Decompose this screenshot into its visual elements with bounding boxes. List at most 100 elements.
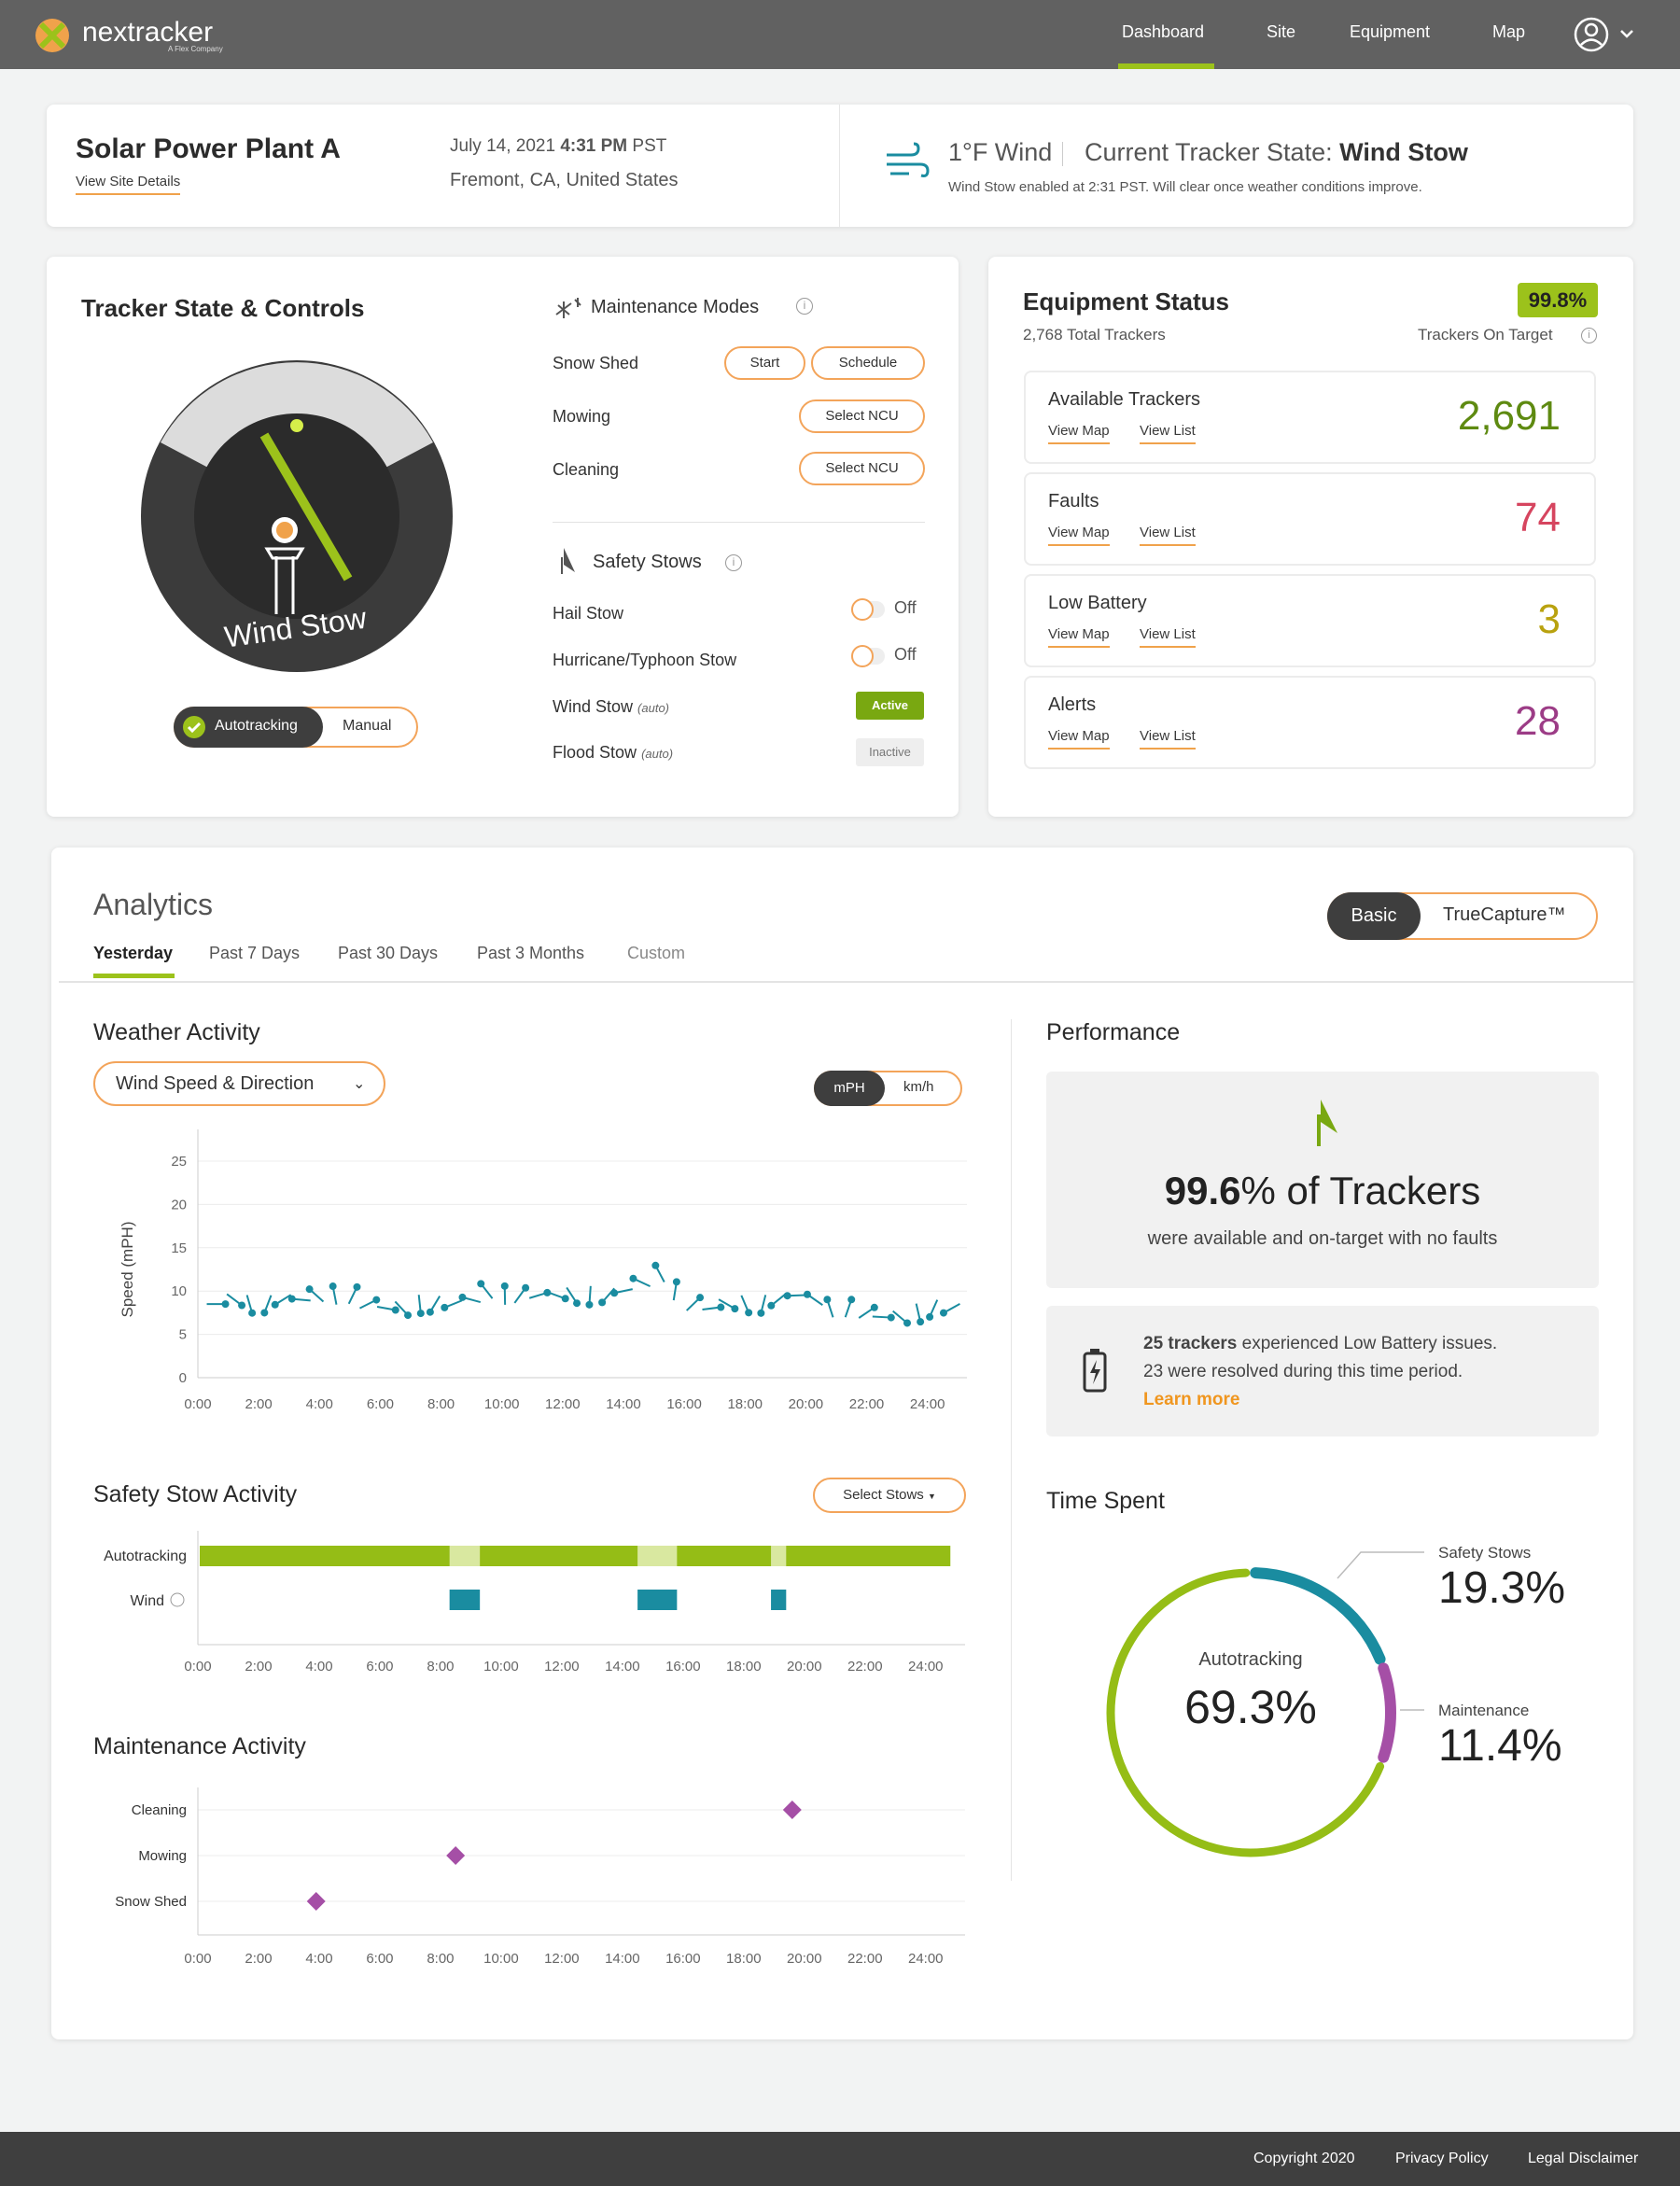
brand-name: nextracker <box>82 17 214 48</box>
legal-disclaimer-link[interactable]: Legal Disclaimer <box>1528 2151 1639 2166</box>
performance-value: 99.6% of Trackers <box>1046 1169 1599 1213</box>
x-tick-label: 6:00 <box>366 1659 393 1675</box>
view-map-link[interactable]: View Map <box>1048 626 1110 648</box>
weather-dropdown[interactable]: Wind Speed & Direction ⌄ <box>93 1061 385 1106</box>
y-tick-label: 10 <box>171 1283 187 1299</box>
x-tick-label: 4:00 <box>306 1396 333 1412</box>
battery-box: 25 trackers experienced Low Battery issu… <box>1046 1306 1599 1436</box>
view-list-link[interactable]: View List <box>1140 728 1196 750</box>
truecapture-button[interactable]: TrueCapture™ <box>1443 904 1566 925</box>
x-tick-label: 16:00 <box>665 1951 701 1967</box>
wind-arrow-point <box>717 1303 725 1311</box>
x-tick-label: 10:00 <box>483 1951 519 1967</box>
x-tick-label: 22:00 <box>847 1951 883 1967</box>
x-tick-label: 24:00 <box>908 1951 944 1967</box>
wind-arrow-point <box>543 1288 552 1296</box>
wind-arrow-point <box>441 1303 449 1311</box>
learn-more-link[interactable]: Learn more <box>1143 1390 1240 1409</box>
basic-button[interactable]: Basic <box>1327 892 1421 940</box>
wind-arrow-point <box>903 1319 912 1327</box>
x-tick-label: 22:00 <box>849 1396 885 1412</box>
copyright: Copyright 2020 <box>1253 2151 1355 2166</box>
tracker-state-line: Current Tracker State: Wind Stow <box>1085 138 1468 167</box>
view-list-link[interactable]: View List <box>1140 525 1196 546</box>
hail-stow-label: Hail Stow <box>553 604 624 623</box>
auto-tag: (auto) <box>641 747 674 761</box>
wind-arrow-point <box>887 1313 895 1322</box>
view-map-link[interactable]: View Map <box>1048 525 1110 546</box>
x-tick-label: 24:00 <box>908 1659 944 1675</box>
brand-sub: A Flex Company <box>168 45 223 53</box>
snow-schedule-button[interactable]: Schedule <box>811 346 925 380</box>
footer: Copyright 2020 Privacy Policy Legal Disc… <box>0 2132 1680 2186</box>
view-map-link[interactable]: View Map <box>1048 423 1110 444</box>
wind-arrow-point <box>416 1310 425 1318</box>
maintenance-marker <box>446 1846 466 1865</box>
top-nav: nextracker A Flex Company Dashboard Site… <box>0 0 1680 69</box>
view-list-link[interactable]: View List <box>1140 626 1196 648</box>
donut-slice-autotracking <box>1106 1568 1385 1857</box>
site-date: July 14, 2021 <box>450 136 556 156</box>
tab-active-indicator <box>93 974 175 978</box>
auto-tag: (auto) <box>637 701 670 715</box>
nav-dashboard[interactable]: Dashboard <box>1122 22 1205 41</box>
battery-line2: 23 were resolved during this time period… <box>1143 1362 1463 1381</box>
weather-chart: 0 5 10 15 20 25 0:00 2:00 4:00 6:00 8:00 10:00 12:00… <box>119 1129 967 1412</box>
y-tick-label: 20 <box>171 1197 187 1212</box>
nav-site[interactable]: Site <box>1267 22 1296 41</box>
tab-past-7-days[interactable]: Past 7 Days <box>209 944 301 962</box>
manual-button[interactable]: Manual <box>343 718 392 734</box>
nav-equipment[interactable]: Equipment <box>1350 22 1431 41</box>
wind-arrow-point <box>696 1294 705 1302</box>
info-icon[interactable]: i <box>1581 328 1597 343</box>
tab-past-30-days[interactable]: Past 30 Days <box>338 944 439 962</box>
x-tick-label: 14:00 <box>606 1396 641 1412</box>
x-tick-label: 18:00 <box>727 1396 763 1412</box>
info-icon[interactable]: i <box>725 554 742 571</box>
tracker-stow-icon <box>561 548 575 574</box>
view-list-link[interactable]: View List <box>1140 423 1196 444</box>
info-icon[interactable]: i <box>796 298 813 315</box>
row-name: Available Trackers <box>1048 389 1201 410</box>
snow-shed-label: Snow Shed <box>553 354 639 372</box>
row-value: 2,691 <box>1457 393 1561 439</box>
snow-start-button[interactable]: Start <box>724 346 805 380</box>
view-site-details-link[interactable]: View Site Details <box>76 174 181 195</box>
pct-sign: % <box>1275 1681 1317 1733</box>
tab-custom[interactable]: Custom <box>627 944 686 962</box>
x-tick-label: 0:00 <box>184 1396 211 1412</box>
cleaning-label: Cleaning <box>553 460 620 479</box>
unit-kmh-button[interactable]: km/h <box>903 1079 934 1095</box>
privacy-policy-link[interactable]: Privacy Policy <box>1395 2151 1489 2166</box>
row-label: Mowing <box>138 1848 187 1864</box>
wind-arrow-point <box>783 1292 791 1300</box>
transition-segment <box>771 1546 787 1566</box>
user-menu-icon[interactable] <box>1573 16 1638 53</box>
total-trackers: 2,768 Total Trackers <box>1023 326 1166 343</box>
divider <box>1062 142 1063 166</box>
select-stows-dropdown[interactable]: Select Stows ▼ <box>813 1478 966 1513</box>
nav-map[interactable]: Map <box>1492 22 1526 41</box>
wind-stow-bar <box>637 1590 678 1610</box>
x-tick-label: 4:00 <box>305 1951 332 1967</box>
chevron-down-icon: ⌄ <box>353 1076 366 1092</box>
wind-arrow-point <box>803 1290 811 1298</box>
y-tick-label: 5 <box>179 1327 187 1343</box>
mowing-select-ncu[interactable]: Select NCU <box>799 399 925 433</box>
x-tick-label: 16:00 <box>665 1659 701 1675</box>
performance-pct: 99.6 <box>1164 1169 1241 1212</box>
wind-reading: 1°F Wind <box>948 138 1053 166</box>
tab-yesterday[interactable]: Yesterday <box>93 944 174 962</box>
auto-value: 69.3 <box>1184 1681 1276 1733</box>
maintenance-activity-title: Maintenance Activity <box>93 1733 306 1759</box>
donut-center-value: 69.3% <box>1097 1680 1405 1734</box>
row-value: 74 <box>1515 495 1561 540</box>
site-datetime: July 14, 2021 4:31 PM PST <box>450 136 666 157</box>
cleaning-select-ncu[interactable]: Select NCU <box>799 452 925 485</box>
wind-arrow-point <box>917 1318 925 1326</box>
tab-past-3-months[interactable]: Past 3 Months <box>477 944 585 962</box>
transition-segment <box>449 1546 481 1566</box>
weather-activity-title: Weather Activity <box>93 1019 260 1045</box>
view-map-link[interactable]: View Map <box>1048 728 1110 750</box>
unit-mph-button[interactable]: mPH <box>814 1071 885 1106</box>
